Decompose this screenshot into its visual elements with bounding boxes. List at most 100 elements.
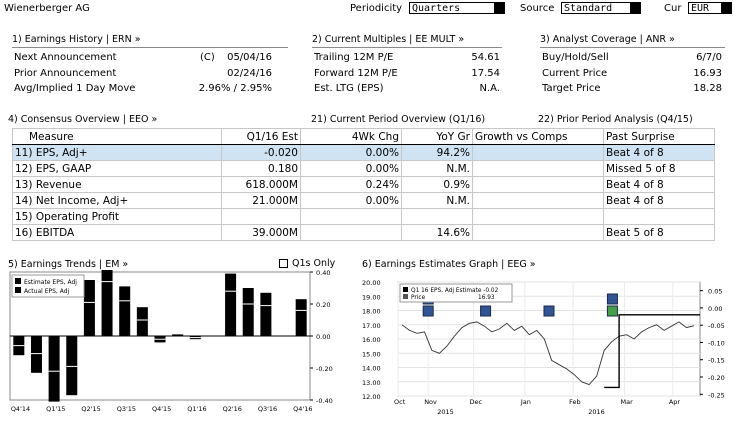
row-number: 12) — [15, 162, 33, 175]
earnings-history-link[interactable]: 1) Earnings History | ERN » — [12, 34, 141, 45]
chg-cell: 0.00% — [300, 144, 402, 161]
est-cell: 0.180 — [221, 160, 301, 177]
y-left-tick-label: 14.00 — [362, 365, 381, 373]
earnings-event-marker — [543, 305, 555, 317]
chg-cell — [300, 208, 402, 225]
yoy-cell: 14.6% — [401, 224, 473, 241]
row-number: 11) — [15, 146, 33, 159]
row-number: 16) — [15, 226, 33, 239]
x-tick-label: Q4'15 — [152, 405, 171, 413]
current-multiples-link[interactable]: 2) Current Multiples | EE MULT » — [312, 34, 465, 45]
row-number: 15) — [15, 210, 33, 223]
col-4wk-chg: 4Wk Chg — [300, 128, 402, 145]
yoy-cell — [401, 208, 473, 225]
chevron-down-icon — [630, 3, 640, 13]
table-row[interactable]: 14) Net Income, Adj+ 21.000M 0.00% N.M. … — [12, 192, 715, 209]
legend-label: Q1 16 EPS, Adj Estimate -0.02 — [411, 288, 499, 294]
estimates-graph-svg: 20.00 19.00 18.00 17.00 16.00 15.00 14.00 13.00… — [362, 279, 725, 416]
confirmed-flag: (C) — [200, 52, 215, 63]
estimates-graph-link[interactable]: 6) Earnings Estimates Graph | EEG » — [362, 259, 536, 270]
est-cell: 618.000M — [221, 176, 301, 193]
target-price-label: Target Price — [542, 83, 601, 94]
comps-cell — [472, 208, 604, 225]
x-tick-label: Q4'14 — [11, 405, 30, 413]
measure-name: Net Income, Adj+ — [35, 194, 129, 207]
price-line — [401, 321, 695, 386]
comps-cell — [472, 160, 604, 177]
x-tick-label: Q1'16 — [187, 405, 206, 413]
x-tick-label: Oct — [394, 398, 406, 406]
year-label: 2015 — [437, 408, 454, 416]
consensus-overview-link[interactable]: 4) Consensus Overview | EEO » — [8, 114, 158, 125]
table-row[interactable]: 16) EBITDA 39.000M 14.6% Beat 5 of 8 — [12, 224, 715, 241]
est-ltg-value: N.A. — [479, 83, 500, 94]
avg-move-label: Avg/Implied 1 Day Move — [14, 83, 136, 94]
actual-eps-bar — [172, 334, 184, 336]
x-tick-label: Q1'15 — [46, 405, 65, 413]
y-tick-label: 0.00 — [316, 333, 330, 341]
legend-label: Estimate EPS, Adj — [24, 279, 77, 286]
prior-period-analysis-link[interactable]: 22) Prior Period Analysis (Q4/15) — [538, 114, 693, 125]
surprise-cell — [603, 208, 715, 225]
yoy-cell: 94.2% — [401, 144, 473, 161]
y-left-tick-label: 16.00 — [362, 336, 381, 344]
row-number: 13) — [15, 178, 33, 191]
y-right-tick-label: 0.05 — [708, 288, 722, 296]
x-tick-label: Q3'16 — [258, 405, 277, 413]
table-row[interactable]: 12) EPS, GAAP 0.180 0.00% N.M. Missed 5 … — [12, 160, 715, 177]
x-tick-label: Feb — [569, 398, 581, 406]
earnings-event-marker — [422, 305, 434, 317]
actual-eps-bar — [101, 265, 113, 336]
actual-eps-bar — [119, 286, 131, 336]
earnings-event-marker — [480, 305, 492, 317]
surprise-cell: Beat 4 of 8 — [603, 192, 715, 209]
col-yoy-gr: YoY Gr — [401, 128, 473, 145]
actual-eps-bar — [66, 336, 78, 396]
periodicity-label: Periodicity — [350, 3, 403, 14]
periodicity-select[interactable]: Quarters — [409, 2, 505, 14]
earnings-trends-chart: 0.40 0.20 0.00 -0.20 -0.40 Q4'14 Q1'15 Q2'15 Q3'… — [6, 265, 338, 418]
x-tick-label: Dec — [470, 398, 483, 406]
actual-eps-bar — [83, 280, 95, 336]
x-tick-label: Nov — [424, 398, 437, 406]
chg-cell — [300, 224, 402, 241]
est-ltg-label: Est. LTG (EPS) — [314, 83, 384, 94]
col-growth-vs-comps: Growth vs Comps — [472, 128, 604, 145]
section-divider — [540, 47, 725, 48]
buy-hold-sell-label: Buy/Hold/Sell — [542, 52, 609, 63]
table-row[interactable]: 13) Revenue 618.000M 0.24% 0.9% Beat 4 o… — [12, 176, 715, 193]
surprise-cell: Missed 5 of 8 — [603, 160, 715, 177]
legend: Estimate EPS, Adj Actual EPS, Adj — [11, 274, 85, 298]
source-value: Standard — [564, 3, 613, 14]
x-tick-label: Q2'16 — [223, 405, 242, 413]
source-select[interactable]: Standard — [561, 2, 641, 14]
current-price-label: Current Price — [542, 68, 608, 79]
y-tick-label: 0.40 — [316, 270, 330, 277]
target-price-value: 18.28 — [693, 83, 722, 94]
earnings-trends-link[interactable]: 5) Earnings Trends | EM » — [8, 259, 129, 270]
y-left-tick-label: 19.00 — [362, 293, 381, 301]
legend-swatch — [403, 287, 408, 292]
legend-box — [399, 283, 513, 303]
x-tick-label: Mar — [621, 398, 634, 406]
current-period-overview-link[interactable]: 21) Current Period Overview (Q1/16) — [311, 114, 486, 125]
y-tick-label: -0.20 — [316, 365, 333, 373]
x-tick-label: Apr — [669, 398, 681, 406]
q1s-only-checkbox[interactable] — [279, 259, 288, 268]
table-row[interactable]: 11) EPS, Adj+ -0.020 0.00% 94.2% Beat 4 … — [12, 144, 715, 161]
actual-eps-bar — [295, 299, 307, 336]
avg-move-value: 2.96% / 2.95% — [198, 83, 272, 94]
estimate-line — [604, 314, 700, 389]
actual-eps-bar — [136, 307, 148, 336]
legend-value: 16.93 — [478, 295, 495, 301]
table-row[interactable]: 15) Operating Profit — [12, 208, 715, 225]
y-left-tick-label: 15.00 — [362, 350, 381, 358]
currency-select[interactable]: EUR — [688, 2, 732, 14]
y-right-tick-label: -0.15 — [708, 357, 725, 365]
section-divider — [12, 47, 288, 48]
trailing-pe-value: 54.61 — [471, 52, 500, 63]
col-measure: Measure — [12, 128, 222, 145]
analyst-coverage-link[interactable]: 3) Analyst Coverage | ANR » — [540, 34, 675, 45]
legend-label: Price — [411, 295, 426, 301]
prior-announcement-label: Prior Announcement — [14, 68, 117, 79]
